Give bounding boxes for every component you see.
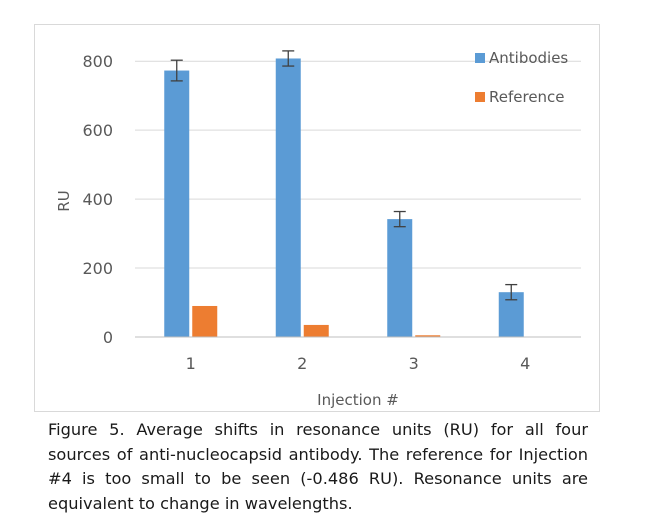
- error-bars: [170, 50, 518, 301]
- y-tick-label: 600: [82, 121, 113, 140]
- bar-antibodies-injection-3: [387, 219, 413, 337]
- y-tick-label: 400: [82, 190, 113, 209]
- legend: Antibodies Reference: [475, 49, 568, 106]
- legend-label-antibodies: Antibodies: [489, 49, 568, 67]
- figure-caption: Figure 5. Average shifts in resonance un…: [48, 420, 588, 513]
- error-bar-injection-2: [282, 50, 295, 67]
- x-tick-label: 1: [186, 354, 196, 373]
- y-tick-label: 0: [103, 328, 113, 347]
- bar-reference-injection-1: [192, 305, 218, 337]
- x-axis-title: Injection #: [317, 391, 399, 409]
- chart-frame: 0 200 400 600 800 1 2 3 4 RU Injection # Antibo…: [34, 24, 600, 412]
- bar-chart: 0 200 400 600 800 1 2 3 4 RU Injection # Antibo…: [55, 49, 581, 409]
- legend-swatch-reference: [475, 92, 485, 102]
- x-tick-label: 4: [520, 354, 530, 373]
- error-bar-injection-4: [505, 283, 518, 301]
- bar-antibodies-injection-1: [164, 70, 190, 337]
- x-tick-labels: 1 2 3 4: [186, 354, 531, 373]
- bars: [164, 58, 552, 338]
- y-tick-label: 800: [82, 52, 113, 71]
- error-bar-injection-3: [393, 210, 406, 228]
- x-tick-label: 2: [297, 354, 307, 373]
- y-axis-title: RU: [55, 190, 73, 211]
- error-bar-injection-1: [170, 59, 183, 82]
- bar-reference-injection-2: [303, 324, 329, 337]
- y-tick-labels: 0 200 400 600 800: [82, 52, 113, 347]
- gridlines: [135, 60, 581, 269]
- y-tick-label: 200: [82, 259, 113, 278]
- x-tick-label: 3: [409, 354, 419, 373]
- bar-reference-injection-3: [415, 335, 441, 337]
- bar-antibodies-injection-2: [275, 58, 301, 337]
- legend-swatch-antibodies: [475, 53, 485, 63]
- legend-label-reference: Reference: [489, 88, 565, 106]
